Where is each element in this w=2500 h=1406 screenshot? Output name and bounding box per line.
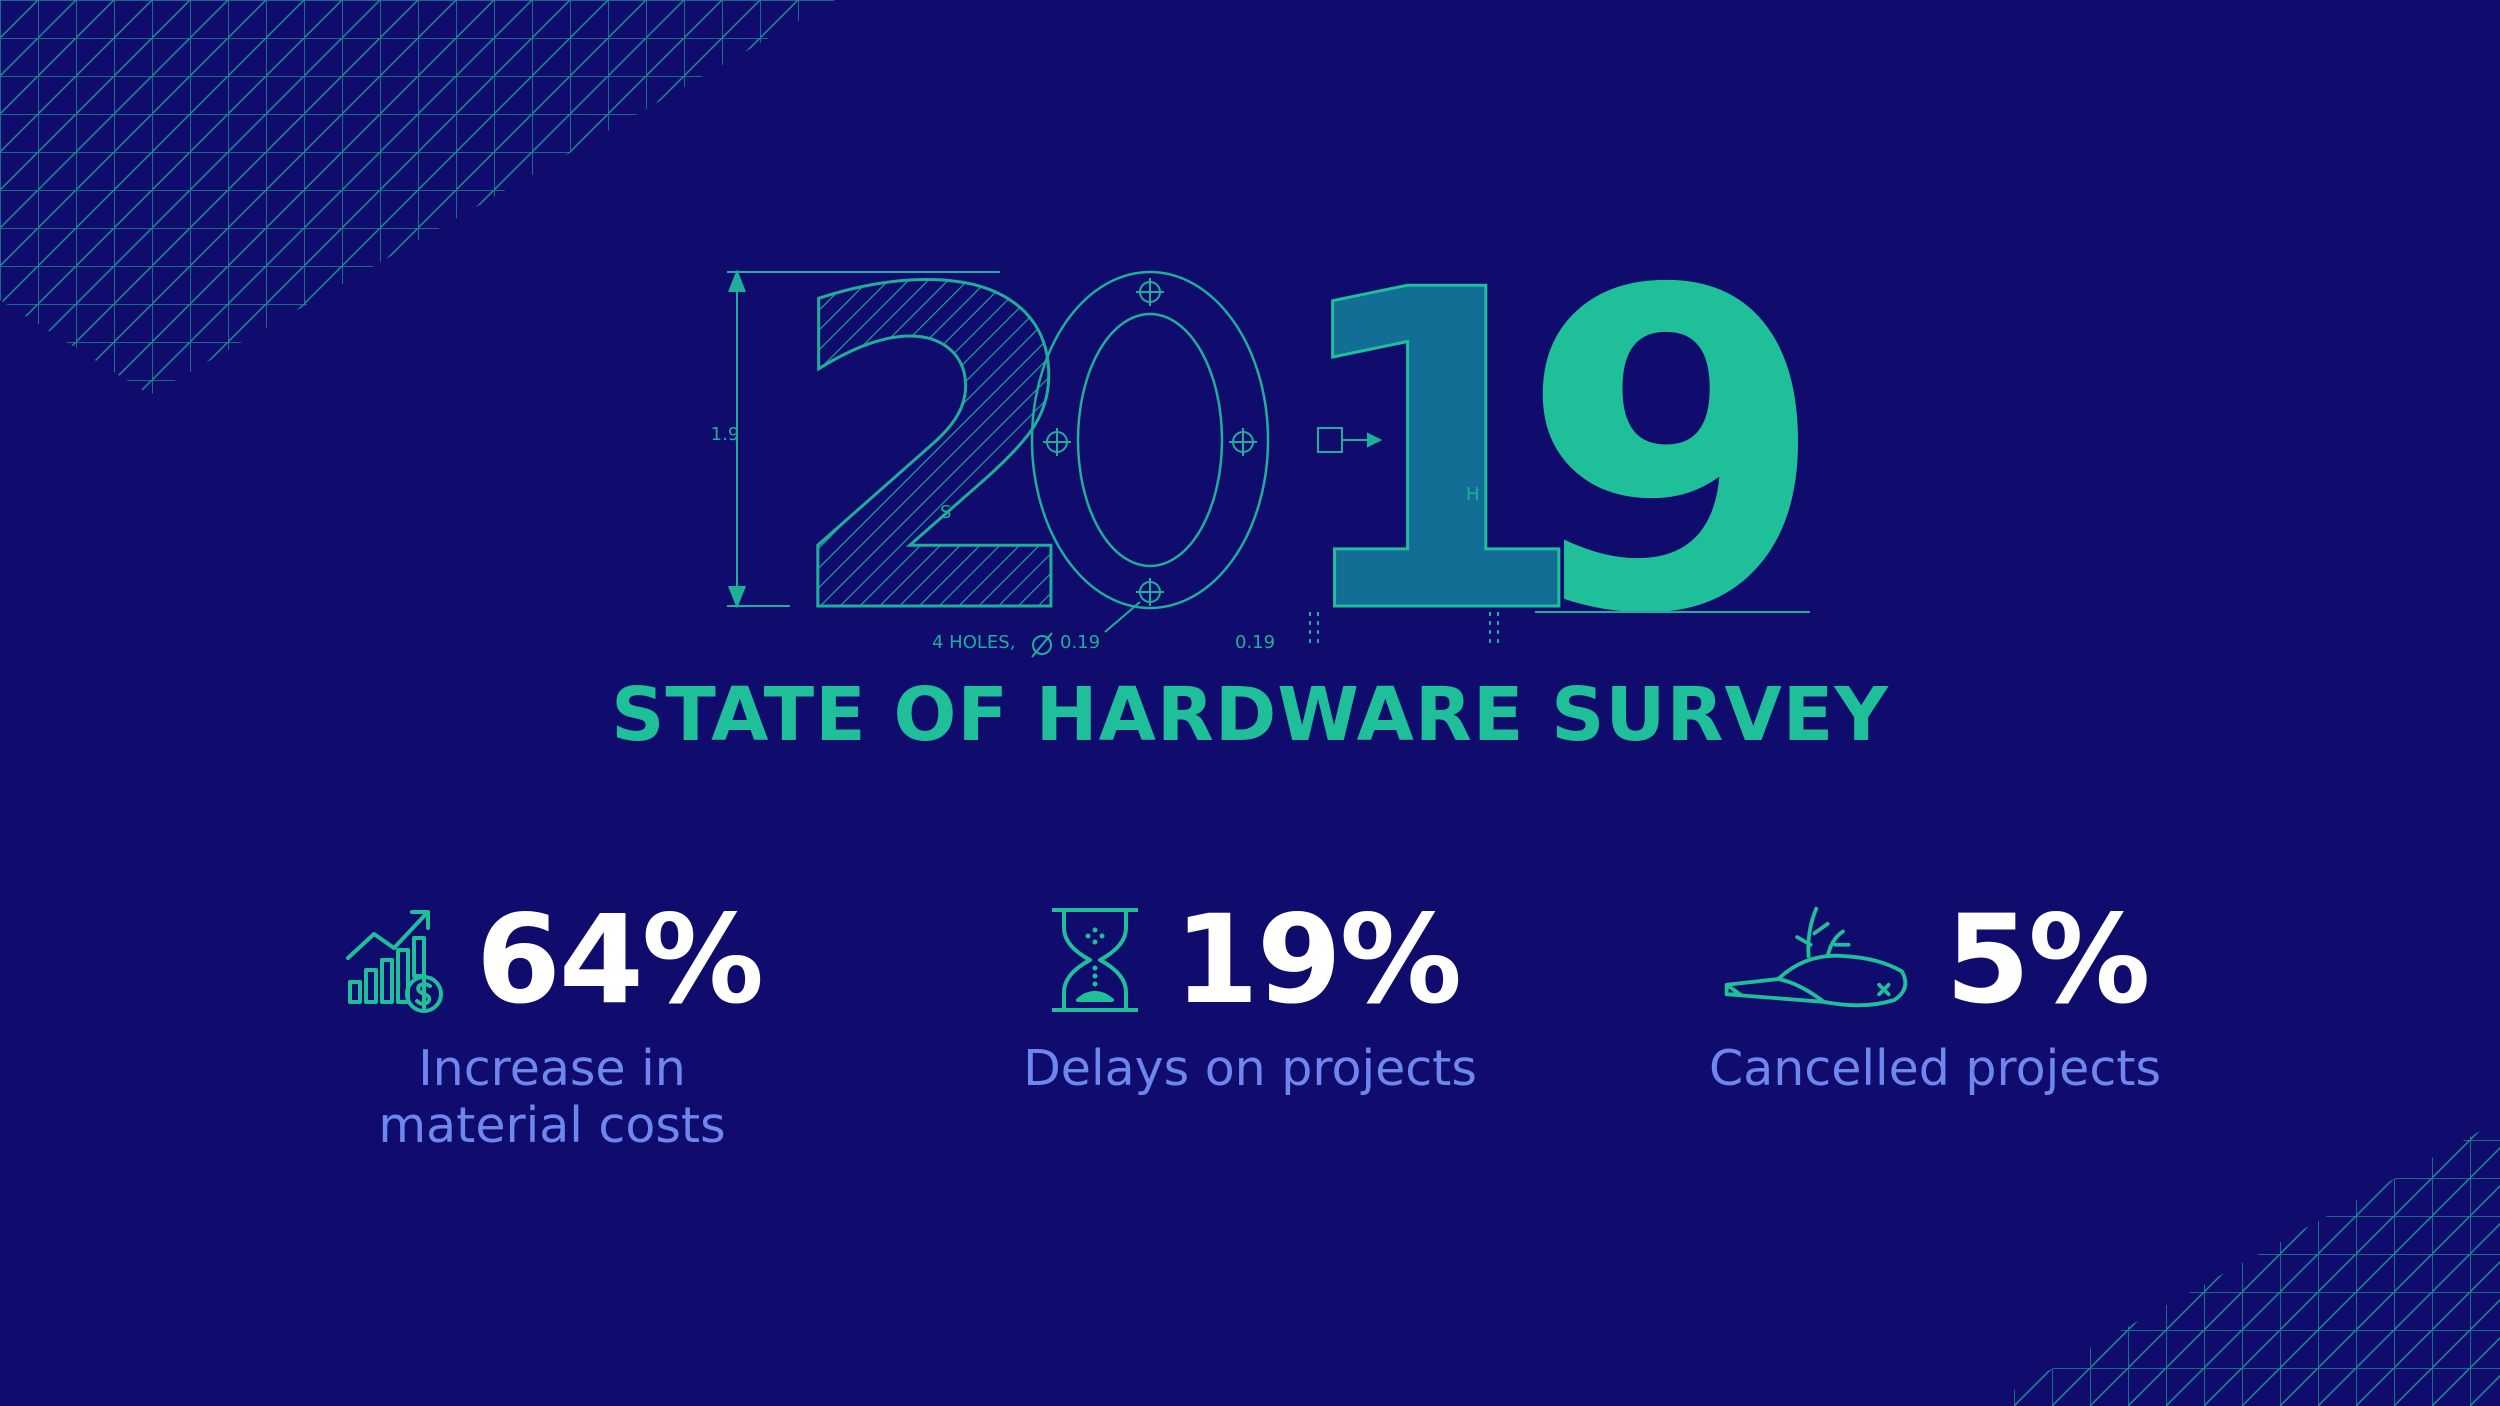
digit-0: [1030, 270, 1270, 610]
hourglass-icon: [1051, 908, 1138, 1012]
dead-bird-icon: [1725, 906, 1908, 1008]
extension-lines: [1309, 612, 1499, 645]
height-dimension-line: [727, 269, 1000, 609]
rising-costs-chart-icon: [345, 910, 443, 1013]
stat-value: 64%: [475, 889, 764, 1031]
leader-arrow: [1104, 601, 1141, 633]
stat-label: Increase in material costs: [378, 1040, 726, 1154]
survey-title: STATE OF HARDWARE SURVEY: [611, 672, 1889, 758]
stat-project-delays: 19% Delays on projects: [870, 880, 1630, 1097]
stat-label: Cancelled projects: [1708, 1040, 2162, 1097]
digit-2: 2: [783, 198, 1089, 710]
holes-size: 0.19: [1060, 632, 1100, 653]
stat-material-costs: 64% Increase in material costs: [172, 880, 932, 1154]
dimension-label-height: 1.9: [711, 424, 740, 445]
stat-label: Delays on projects: [1023, 1040, 1477, 1097]
label-h: H: [1466, 484, 1480, 505]
digit-9: 9: [1520, 198, 1826, 710]
holes-note: 4 HOLES,: [932, 632, 1015, 653]
stat-value: 5%: [1945, 889, 2150, 1031]
diameter-icon: [1031, 632, 1053, 658]
stat-cancelled-projects: 5% Cancelled projects: [1555, 880, 2315, 1097]
bracket-icon: [1317, 427, 1383, 453]
stat-value: 19%: [1173, 889, 1462, 1031]
offset-note: 0.19: [1235, 632, 1275, 653]
label-s: S: [940, 502, 951, 523]
digit-1: 1: [1283, 198, 1589, 710]
crosshair-icons: [1043, 278, 1257, 606]
